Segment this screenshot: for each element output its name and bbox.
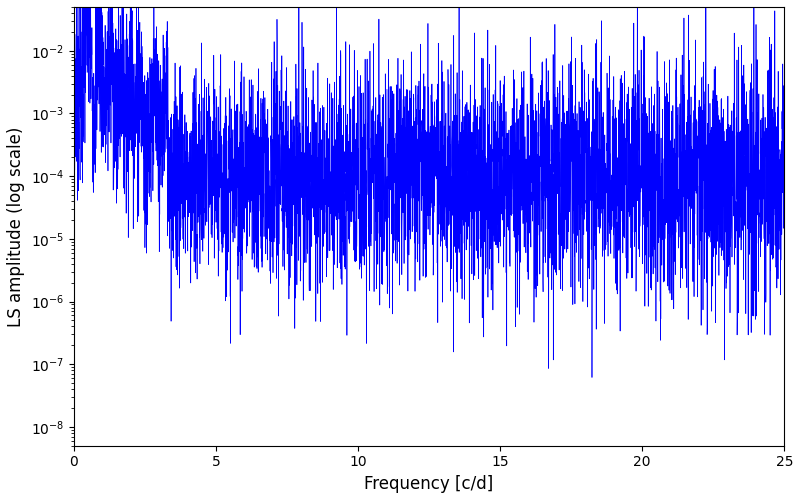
- Y-axis label: LS amplitude (log scale): LS amplitude (log scale): [7, 126, 25, 326]
- X-axis label: Frequency [c/d]: Frequency [c/d]: [364, 475, 494, 493]
